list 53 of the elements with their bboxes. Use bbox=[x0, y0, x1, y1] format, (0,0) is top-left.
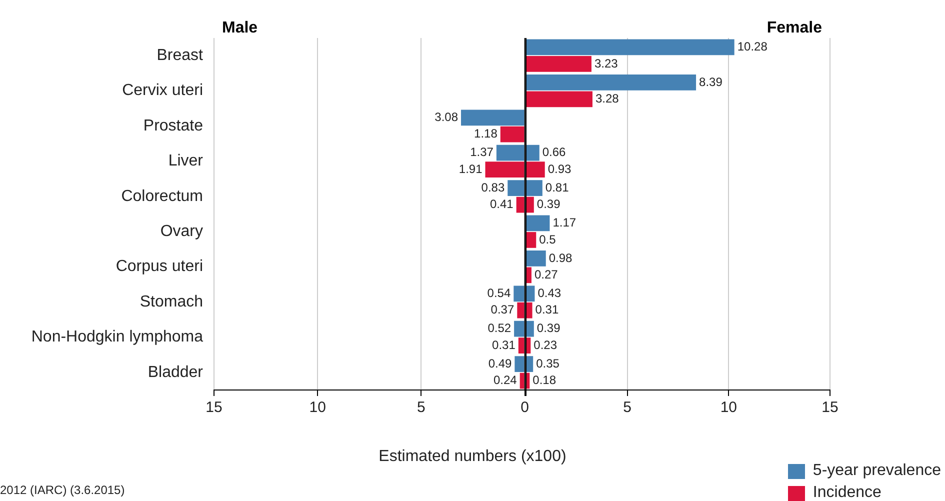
text: 2012 (IARC) (3.6.2015) bbox=[0, 483, 125, 497]
chart-title: Female bbox=[766, 19, 822, 36]
y-tick-label: Stomach bbox=[140, 293, 203, 310]
chart-title: Male bbox=[222, 19, 258, 36]
y-tick-label: Bladder bbox=[148, 364, 204, 381]
data-label: 0.31 bbox=[535, 302, 559, 317]
data-label: 3.28 bbox=[595, 91, 620, 106]
x-tick-label: 15 bbox=[206, 399, 222, 416]
x-axis-title: Estimated numbers (x100) bbox=[378, 448, 566, 465]
data-label: 0.39 bbox=[536, 321, 561, 336]
data-label: 10.28 bbox=[737, 40, 768, 54]
x-tick-label: 5 bbox=[623, 399, 632, 416]
data-label: 0.23 bbox=[534, 338, 558, 352]
x-tick-label: 15 bbox=[822, 399, 838, 416]
data-label: 1.37 bbox=[470, 145, 494, 160]
y-tick-label: Cervix uteri bbox=[122, 82, 203, 100]
data-label: 0.54 bbox=[487, 286, 511, 300]
legend-label: 5-year prevalence bbox=[812, 462, 941, 480]
x-tick-label: 10 bbox=[309, 399, 326, 416]
data-label: 0.49 bbox=[488, 356, 512, 370]
y-tick-label: Colorectum bbox=[121, 188, 203, 205]
data-label: 1.18 bbox=[474, 126, 498, 141]
data-label: 0.24 bbox=[493, 373, 518, 388]
y-tick-label: Ovary bbox=[160, 223, 203, 240]
data-label: 0.27 bbox=[534, 267, 558, 282]
data-label: 0.52 bbox=[488, 321, 512, 336]
data-label: 3.08 bbox=[434, 110, 458, 124]
data-label: 0.39 bbox=[536, 197, 561, 212]
y-tick-label: Liver bbox=[168, 152, 204, 170]
data-label: 0.43 bbox=[538, 286, 562, 300]
legend-label: Incidence bbox=[812, 484, 882, 501]
data-label: 0.41 bbox=[490, 197, 514, 212]
y-tick-label: Corpus uteri bbox=[116, 258, 203, 276]
data-label: 0.18 bbox=[532, 373, 556, 388]
y-tick-label: Breast bbox=[156, 47, 204, 64]
data-label: 0.35 bbox=[536, 356, 560, 370]
x-tick-label: 10 bbox=[720, 399, 738, 416]
data-label: 0.93 bbox=[548, 162, 572, 176]
y-tick-label: Prostate bbox=[143, 117, 204, 134]
data-label: 0.83 bbox=[481, 180, 505, 194]
data-label: 0.98 bbox=[548, 250, 573, 265]
data-label: 0.81 bbox=[545, 180, 570, 194]
data-label: 1.91 bbox=[458, 162, 483, 176]
x-tick-label: 5 bbox=[417, 399, 426, 416]
data-label: 0.31 bbox=[492, 338, 516, 352]
data-label: 0.66 bbox=[542, 145, 566, 160]
y-tick-label: Non-Hodgkin lymphoma bbox=[31, 328, 204, 346]
x-tick-label: 0 bbox=[520, 399, 529, 416]
data-label: 8.39 bbox=[699, 74, 723, 89]
data-label: 0.37 bbox=[490, 302, 514, 317]
data-label: 0.5 bbox=[539, 232, 556, 246]
data-label: 1.17 bbox=[552, 216, 576, 230]
data-label: 3.23 bbox=[594, 56, 618, 70]
